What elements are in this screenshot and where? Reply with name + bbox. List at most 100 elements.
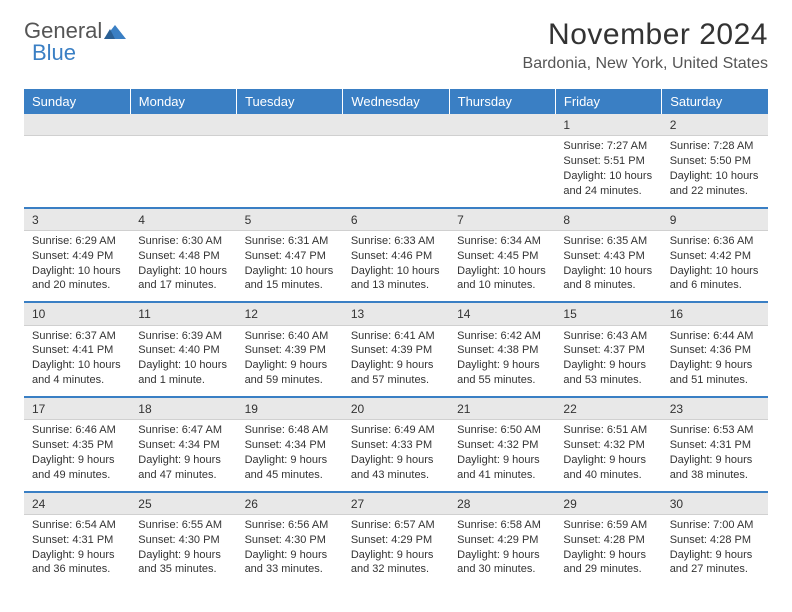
- sunset-text: Sunset: 4:31 PM: [32, 533, 122, 548]
- sunset-text: Sunset: 4:30 PM: [138, 533, 228, 548]
- sunset-text: Sunset: 4:30 PM: [245, 533, 335, 548]
- day-number-cell: 17: [24, 397, 130, 420]
- day-number-cell: 7: [449, 208, 555, 231]
- daylight-text-2: and 32 minutes.: [351, 562, 441, 577]
- daylight-text: Daylight: 9 hours: [457, 358, 547, 373]
- daylight-text-2: and 40 minutes.: [563, 468, 653, 483]
- daylight-text: Daylight: 9 hours: [245, 358, 335, 373]
- sunset-text: Sunset: 4:41 PM: [32, 343, 122, 358]
- sunset-text: Sunset: 4:42 PM: [670, 249, 760, 264]
- day-number-cell: 14: [449, 302, 555, 325]
- day-content-cell: Sunrise: 6:55 AMSunset: 4:30 PMDaylight:…: [130, 514, 236, 586]
- sunrise-text: Sunrise: 6:42 AM: [457, 329, 547, 344]
- daylight-text-2: and 57 minutes.: [351, 373, 441, 388]
- weekday-header: Wednesday: [343, 89, 449, 114]
- day-content-row: Sunrise: 6:46 AMSunset: 4:35 PMDaylight:…: [24, 420, 768, 492]
- sunrise-text: Sunrise: 6:36 AM: [670, 234, 760, 249]
- sunrise-text: Sunrise: 7:00 AM: [670, 518, 760, 533]
- daylight-text-2: and 20 minutes.: [32, 278, 122, 293]
- day-content-row: Sunrise: 6:54 AMSunset: 4:31 PMDaylight:…: [24, 514, 768, 586]
- sunset-text: Sunset: 4:46 PM: [351, 249, 441, 264]
- daylight-text-2: and 53 minutes.: [563, 373, 653, 388]
- sunset-text: Sunset: 4:31 PM: [670, 438, 760, 453]
- wing-icon: [104, 23, 126, 39]
- day-content-cell: Sunrise: 6:56 AMSunset: 4:30 PMDaylight:…: [237, 514, 343, 586]
- sunset-text: Sunset: 4:34 PM: [245, 438, 335, 453]
- sunrise-text: Sunrise: 6:40 AM: [245, 329, 335, 344]
- day-number-cell: 28: [449, 492, 555, 515]
- sunrise-text: Sunrise: 6:31 AM: [245, 234, 335, 249]
- day-number-cell: 16: [662, 302, 768, 325]
- daylight-text-2: and 51 minutes.: [670, 373, 760, 388]
- day-number-row: 17181920212223: [24, 397, 768, 420]
- sunset-text: Sunset: 4:43 PM: [563, 249, 653, 264]
- daylight-text: Daylight: 10 hours: [563, 264, 653, 279]
- sunrise-text: Sunrise: 6:34 AM: [457, 234, 547, 249]
- day-number-cell: 1: [555, 114, 661, 136]
- daylight-text-2: and 15 minutes.: [245, 278, 335, 293]
- sunrise-text: Sunrise: 6:29 AM: [32, 234, 122, 249]
- day-content-cell: Sunrise: 6:41 AMSunset: 4:39 PMDaylight:…: [343, 325, 449, 397]
- day-number-cell: 9: [662, 208, 768, 231]
- sunrise-text: Sunrise: 6:57 AM: [351, 518, 441, 533]
- daylight-text: Daylight: 10 hours: [32, 264, 122, 279]
- day-content-cell: [130, 136, 236, 208]
- sunset-text: Sunset: 4:38 PM: [457, 343, 547, 358]
- day-content-row: Sunrise: 7:27 AMSunset: 5:51 PMDaylight:…: [24, 136, 768, 208]
- day-number-cell: 19: [237, 397, 343, 420]
- day-content-cell: Sunrise: 7:27 AMSunset: 5:51 PMDaylight:…: [555, 136, 661, 208]
- title-block: November 2024 Bardonia, New York, United…: [523, 18, 768, 73]
- sunrise-text: Sunrise: 6:30 AM: [138, 234, 228, 249]
- sunset-text: Sunset: 4:33 PM: [351, 438, 441, 453]
- day-number-cell: 22: [555, 397, 661, 420]
- daylight-text: Daylight: 9 hours: [32, 453, 122, 468]
- sunset-text: Sunset: 4:35 PM: [32, 438, 122, 453]
- header: General November 2024 Bardonia, New York…: [24, 18, 768, 73]
- day-content-cell: Sunrise: 6:29 AMSunset: 4:49 PMDaylight:…: [24, 230, 130, 302]
- daylight-text-2: and 22 minutes.: [670, 184, 760, 199]
- day-number-cell: 10: [24, 302, 130, 325]
- daylight-text-2: and 49 minutes.: [32, 468, 122, 483]
- daylight-text: Daylight: 9 hours: [245, 548, 335, 563]
- sunrise-text: Sunrise: 6:59 AM: [563, 518, 653, 533]
- weekday-header: Thursday: [449, 89, 555, 114]
- daylight-text-2: and 43 minutes.: [351, 468, 441, 483]
- daylight-text: Daylight: 9 hours: [457, 548, 547, 563]
- day-content-cell: [24, 136, 130, 208]
- daylight-text: Daylight: 9 hours: [351, 548, 441, 563]
- day-number-cell: [130, 114, 236, 136]
- day-number-cell: 12: [237, 302, 343, 325]
- daylight-text-2: and 36 minutes.: [32, 562, 122, 577]
- daylight-text: Daylight: 9 hours: [138, 453, 228, 468]
- day-number-cell: 27: [343, 492, 449, 515]
- day-number-cell: 2: [662, 114, 768, 136]
- daylight-text: Daylight: 10 hours: [245, 264, 335, 279]
- day-number-cell: 20: [343, 397, 449, 420]
- weekday-header: Sunday: [24, 89, 130, 114]
- daylight-text-2: and 38 minutes.: [670, 468, 760, 483]
- day-number-row: 10111213141516: [24, 302, 768, 325]
- daylight-text-2: and 47 minutes.: [138, 468, 228, 483]
- sunrise-text: Sunrise: 6:53 AM: [670, 423, 760, 438]
- daylight-text: Daylight: 10 hours: [138, 264, 228, 279]
- daylight-text: Daylight: 9 hours: [351, 453, 441, 468]
- daylight-text: Daylight: 10 hours: [138, 358, 228, 373]
- daylight-text: Daylight: 9 hours: [245, 453, 335, 468]
- daylight-text: Daylight: 9 hours: [563, 453, 653, 468]
- daylight-text-2: and 24 minutes.: [563, 184, 653, 199]
- daylight-text-2: and 10 minutes.: [457, 278, 547, 293]
- day-content-cell: Sunrise: 6:48 AMSunset: 4:34 PMDaylight:…: [237, 420, 343, 492]
- day-content-cell: Sunrise: 6:37 AMSunset: 4:41 PMDaylight:…: [24, 325, 130, 397]
- sunrise-text: Sunrise: 6:55 AM: [138, 518, 228, 533]
- day-content-cell: Sunrise: 6:39 AMSunset: 4:40 PMDaylight:…: [130, 325, 236, 397]
- day-number-cell: 23: [662, 397, 768, 420]
- sunset-text: Sunset: 4:29 PM: [457, 533, 547, 548]
- daylight-text: Daylight: 9 hours: [138, 548, 228, 563]
- day-content-cell: Sunrise: 6:59 AMSunset: 4:28 PMDaylight:…: [555, 514, 661, 586]
- daylight-text-2: and 8 minutes.: [563, 278, 653, 293]
- day-content-cell: Sunrise: 7:28 AMSunset: 5:50 PMDaylight:…: [662, 136, 768, 208]
- brand-word-2: Blue: [32, 40, 76, 66]
- day-number-cell: 6: [343, 208, 449, 231]
- sunset-text: Sunset: 4:29 PM: [351, 533, 441, 548]
- sunrise-text: Sunrise: 6:33 AM: [351, 234, 441, 249]
